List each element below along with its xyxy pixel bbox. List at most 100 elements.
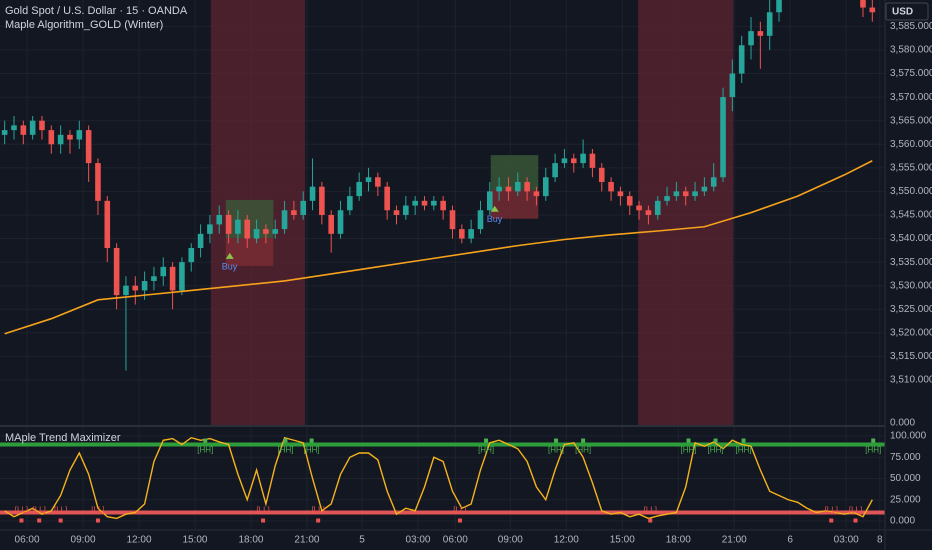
candle-body	[580, 153, 586, 164]
pivot-label: [LL]	[33, 506, 46, 515]
grid	[0, 0, 885, 530]
candle-body	[757, 31, 764, 36]
candle-body	[487, 191, 493, 211]
candle-body	[272, 229, 279, 234]
candle-body	[337, 210, 344, 234]
x-tick-label: 15:00	[610, 535, 635, 546]
y-tick-label: 75.000	[890, 452, 921, 463]
candle-body	[39, 120, 45, 131]
candle-body	[412, 200, 418, 206]
pivot-dot	[648, 518, 653, 523]
x-tick-label: 06:00	[443, 535, 468, 546]
y-tick-label: 3,560.000	[890, 139, 932, 150]
candle-body	[197, 233, 204, 248]
moving-average	[4, 160, 873, 335]
pivot-label: [LL]	[54, 506, 67, 515]
pivot-dot	[853, 518, 858, 523]
y-tick-label: 3,550.000	[890, 186, 932, 197]
candle-body	[104, 200, 111, 248]
y-tick-label: 3,520.000	[890, 327, 932, 338]
candle-body	[729, 73, 736, 98]
pivot-dot	[484, 438, 489, 443]
pivot-dot	[713, 438, 718, 443]
pivot-label: [HH]	[548, 446, 564, 455]
candle-body	[720, 97, 726, 178]
pivot-dot	[554, 438, 559, 443]
candle-body	[570, 158, 577, 164]
candle-body	[300, 200, 307, 215]
pivot-label: [HH]	[277, 446, 293, 455]
candle-body	[347, 196, 353, 211]
candle-body	[95, 163, 101, 201]
candle-body	[11, 125, 17, 131]
pivot-label: [HH]	[478, 446, 494, 455]
pivot-label: [HH]	[681, 446, 697, 455]
price-pane: Buy Buy	[1, 0, 876, 425]
candle-body	[710, 177, 717, 187]
candle-body	[682, 191, 689, 197]
pivot-dot	[581, 438, 586, 443]
y-tick-label: 3,540.000	[890, 233, 932, 244]
pivot-dot	[203, 438, 208, 443]
candle-body	[748, 31, 754, 46]
axes: 3,510.000 3,515.000 3,520.000 3,525.000 3,53…	[15, 21, 932, 546]
pivot-label: [HH]	[865, 446, 881, 455]
candle-body	[57, 134, 64, 145]
y-tick-label: 3,515.000	[890, 351, 932, 362]
candle-body	[459, 229, 465, 239]
candle-body	[160, 266, 167, 277]
candle-body	[869, 7, 876, 13]
y-tick-label: 3,545.000	[890, 210, 932, 221]
buy-label: Buy	[487, 214, 503, 224]
candle-body	[20, 125, 27, 135]
pivot-dot	[283, 438, 288, 443]
candle-body	[542, 177, 549, 197]
x-tick-label: 12:00	[554, 535, 579, 546]
candle-body	[309, 186, 316, 201]
candle-body	[48, 130, 55, 145]
x-tick-label: 12:00	[126, 535, 151, 546]
candle-body	[188, 247, 195, 263]
pivot-dot	[686, 438, 691, 443]
oscillator-line	[4, 436, 873, 520]
candle-body	[67, 134, 73, 140]
pivot-dot	[19, 518, 24, 523]
candle-body	[1, 130, 8, 135]
y-tick-label: 3,510.000	[890, 375, 932, 386]
y-tick-label: 25.000	[890, 494, 921, 505]
candle-body	[393, 210, 400, 215]
candle-body	[225, 214, 232, 234]
candle-body	[692, 191, 698, 197]
pivot-label: [HH]	[708, 446, 724, 455]
pivot-label: [LL]	[15, 506, 28, 515]
candle-body	[598, 167, 605, 182]
pivot-dot	[457, 518, 462, 523]
candle-body	[169, 266, 176, 291]
pivot-label: [LL]	[91, 506, 104, 515]
y-tick-label: 50.000	[890, 473, 921, 484]
candle-body	[356, 181, 362, 197]
candle-body	[375, 177, 381, 187]
candle-body	[431, 200, 437, 206]
candle-body	[514, 181, 521, 192]
scale-label: 0.000	[890, 418, 915, 429]
pivot-dot	[829, 518, 834, 523]
x-tick-label: 8	[877, 535, 883, 546]
candle-body	[664, 196, 670, 201]
candle-body	[132, 285, 139, 291]
currency-label[interactable]: USD	[892, 7, 913, 18]
y-tick-label: 0.000	[890, 516, 915, 527]
candle-body	[477, 210, 484, 230]
y-tick-label: 3,535.000	[890, 257, 932, 268]
candle-body	[179, 262, 185, 291]
candle-body	[561, 158, 568, 164]
candle-body	[253, 229, 260, 239]
candle-body	[403, 205, 409, 215]
candle-body	[207, 224, 213, 234]
oscillator-title: MAple Trend Maximizer	[5, 432, 121, 444]
x-tick-label: 18:00	[666, 535, 691, 546]
candle-body	[608, 181, 614, 192]
currency-button[interactable]	[885, 2, 929, 21]
